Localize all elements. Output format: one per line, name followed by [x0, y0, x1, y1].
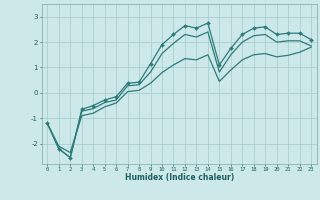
X-axis label: Humidex (Indice chaleur): Humidex (Indice chaleur): [124, 173, 234, 182]
